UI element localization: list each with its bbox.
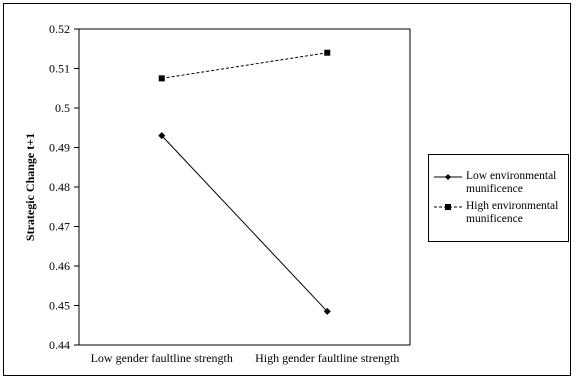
plot-area: [78, 28, 411, 346]
legend-label-low: Low environmental munificence: [466, 170, 557, 195]
series-line-1: [161, 52, 328, 79]
y-tick-label: 0.5: [55, 101, 70, 115]
x-tick-label: High gender faultline strength: [255, 351, 399, 365]
y-tick-label: 0.51: [49, 62, 70, 76]
y-tick-label: 0.44: [49, 338, 70, 352]
legend-swatch-dashed-square: [434, 204, 462, 210]
y-tick-label: 0.45: [49, 299, 70, 313]
data-point-diamond: [158, 132, 166, 140]
legend: Low environmental munificence High envir…: [428, 154, 569, 242]
data-point-square: [158, 75, 165, 82]
line-chart: 0.44 0.45 0.46 0.47 0.48 0.49 0.5 0.51 0.52 Low …: [23, 22, 411, 365]
y-tick-label: 0.48: [49, 180, 70, 194]
data-point-square: [324, 49, 331, 56]
y-tick-label: 0.46: [49, 259, 70, 273]
y-axis-label: Strategic Change t+1: [23, 133, 37, 241]
series-line-0: [161, 135, 328, 312]
legend-swatch-solid-diamond: [434, 174, 462, 180]
y-tick-label: 0.47: [49, 220, 70, 234]
legend-label-high: High environmental munificence: [466, 200, 559, 225]
data-point-diamond: [323, 307, 331, 315]
chart-frame: 0.44 0.45 0.46 0.47 0.48 0.49 0.5 0.51 0.52 Low …: [3, 3, 571, 376]
y-tick-label: 0.52: [49, 22, 70, 36]
x-tick-label: Low gender faultline strength: [91, 351, 233, 365]
y-tick-label: 0.49: [49, 141, 70, 155]
